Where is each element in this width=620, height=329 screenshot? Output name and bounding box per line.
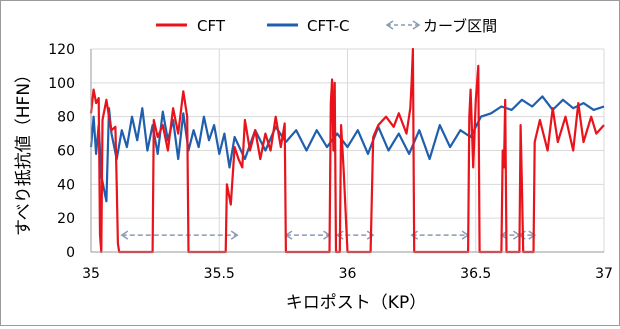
x-tick-label-0: 35 xyxy=(82,266,100,282)
y-axis-label: すべり抵抗値（HFN） xyxy=(14,66,34,236)
y-tick-label-4: 80 xyxy=(57,110,75,126)
curve-section-arrow-right-0 xyxy=(230,230,239,240)
legend-arrow-right-icon xyxy=(412,20,421,30)
curve-section-arrow-right-2 xyxy=(366,230,375,240)
curve-section-2 xyxy=(335,230,375,240)
curve-section-arrow-left-3 xyxy=(410,230,419,240)
legend-label-cft-c: CFT-C xyxy=(307,17,350,35)
y-tick-label-3: 60 xyxy=(57,144,75,160)
y-tick-label-5: 100 xyxy=(48,76,75,92)
y-tick-label-0: 0 xyxy=(66,245,75,261)
legend-label-cft: CFT xyxy=(197,17,226,35)
curve-section-1 xyxy=(284,230,331,240)
curve-section-4 xyxy=(500,230,521,240)
x-axis-label: キロポスト（KP） xyxy=(286,293,426,313)
y-tick-label-1: 20 xyxy=(57,211,75,227)
curve-section-0 xyxy=(120,230,239,240)
legend-arrow-left-icon xyxy=(385,20,394,30)
curve-section-5 xyxy=(518,230,537,240)
axes xyxy=(90,49,604,253)
y-tick-label-2: 40 xyxy=(57,177,75,193)
curve-sections xyxy=(120,230,537,240)
x-tick-label-1: 35.5 xyxy=(204,266,235,282)
x-tick-label-4: 37 xyxy=(595,266,613,282)
x-tick-labels: 35 35.5 36 36.5 37 xyxy=(82,266,613,282)
x-tick-label-3: 36.5 xyxy=(460,266,491,282)
legend-label-curve-section: カーブ区間 xyxy=(423,17,497,35)
curve-section-arrow-left-0 xyxy=(120,230,129,240)
x-tick-label-2: 36 xyxy=(339,266,357,282)
series-line-cft-c xyxy=(89,95,605,203)
y-tick-labels: 0 20 40 60 80 100 120 xyxy=(48,42,75,261)
curve-section-3 xyxy=(410,230,470,240)
y-tick-label-6: 120 xyxy=(48,42,75,58)
legend: CFT CFT-C カーブ区間 xyxy=(156,17,497,35)
curve-section-arrow-left-2 xyxy=(335,230,344,240)
